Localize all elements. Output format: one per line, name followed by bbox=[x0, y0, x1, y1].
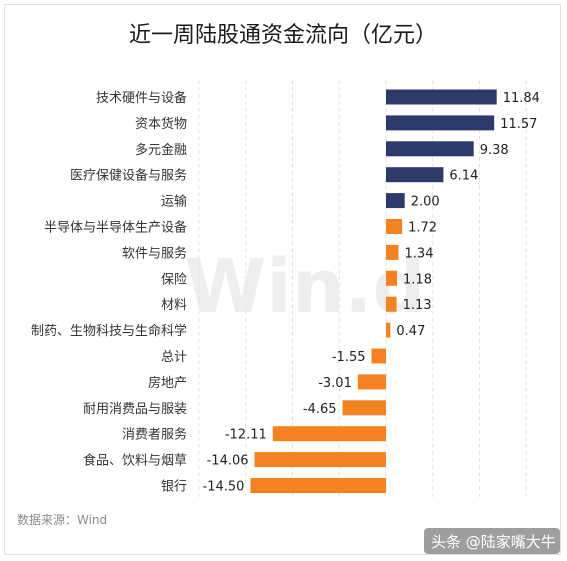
category-label: 银行 bbox=[161, 480, 187, 495]
bar bbox=[386, 167, 444, 183]
category-label: 运输 bbox=[161, 194, 187, 210]
data-label: 0.47 bbox=[396, 324, 425, 339]
bars bbox=[250, 89, 497, 493]
bar bbox=[250, 478, 386, 493]
category-label: 医疗保健设备与服务 bbox=[70, 168, 187, 184]
category-label: 材料 bbox=[161, 298, 187, 313]
bar bbox=[342, 400, 386, 416]
bar bbox=[386, 115, 495, 131]
bar bbox=[386, 296, 397, 312]
data-label: 1.13 bbox=[403, 298, 432, 313]
chart-title: 近一周陆股通资金流向（亿元） bbox=[129, 23, 437, 48]
watermark-badge-text: 头条 @陆家嘴大牛 bbox=[431, 533, 556, 551]
data-label: 11.84 bbox=[503, 91, 540, 106]
bar bbox=[272, 426, 386, 442]
bar bbox=[386, 141, 474, 157]
category-label: 总计 bbox=[161, 350, 187, 365]
data-label: 1.18 bbox=[403, 272, 432, 287]
category-label: 半导体与半导体生产设备 bbox=[44, 220, 187, 236]
bar bbox=[386, 219, 403, 234]
wind-logo-watermark: Win.d bbox=[185, 244, 426, 330]
data-label: -1.55 bbox=[332, 350, 366, 365]
data-label: -3.01 bbox=[318, 376, 352, 391]
data-label: 1.34 bbox=[405, 246, 434, 261]
category-labels: 技术硬件与设备资本货物多元金融医疗保健设备与服务运输半导体与半导体生产设备软件与… bbox=[31, 90, 187, 495]
data-label: -4.65 bbox=[303, 402, 337, 417]
category-label: 耐用消费品与服装 bbox=[83, 402, 187, 417]
data-label: -14.50 bbox=[203, 480, 245, 495]
data-label: -12.11 bbox=[225, 428, 267, 443]
data-label: 9.38 bbox=[480, 143, 509, 158]
data-label: 1.72 bbox=[408, 221, 437, 236]
source-note: 数据来源：Wind bbox=[17, 512, 107, 527]
category-label: 资本货物 bbox=[135, 116, 187, 132]
bar bbox=[386, 89, 497, 105]
bar bbox=[386, 193, 405, 209]
category-label: 软件与服务 bbox=[122, 245, 187, 261]
bar bbox=[357, 374, 386, 390]
category-label: 保险 bbox=[161, 272, 187, 287]
category-label: 房地产 bbox=[148, 375, 187, 391]
category-label: 技术硬件与设备 bbox=[96, 90, 187, 106]
value-labels: 11.84 11.57 9.386.14 2.00 1.72 1.34 1.18 1.13 0.… bbox=[203, 91, 540, 495]
data-label: 11.57 bbox=[500, 117, 537, 132]
bar bbox=[254, 452, 386, 468]
data-label: 2.00 bbox=[411, 195, 440, 210]
watermark-badge: 头条 @陆家嘴大牛 bbox=[424, 528, 560, 554]
bar bbox=[386, 322, 391, 338]
category-label: 制药、生物科技与生命科学 bbox=[31, 323, 187, 339]
category-label: 消费者服务 bbox=[122, 427, 187, 443]
category-label: 多元金融 bbox=[135, 142, 187, 158]
data-label: 6.14 bbox=[449, 169, 478, 184]
bar bbox=[371, 348, 386, 364]
bar bbox=[386, 270, 398, 286]
bar bbox=[386, 244, 399, 260]
category-label: 食品、饮料与烟草 bbox=[83, 453, 187, 469]
data-label: -14.06 bbox=[207, 454, 249, 469]
